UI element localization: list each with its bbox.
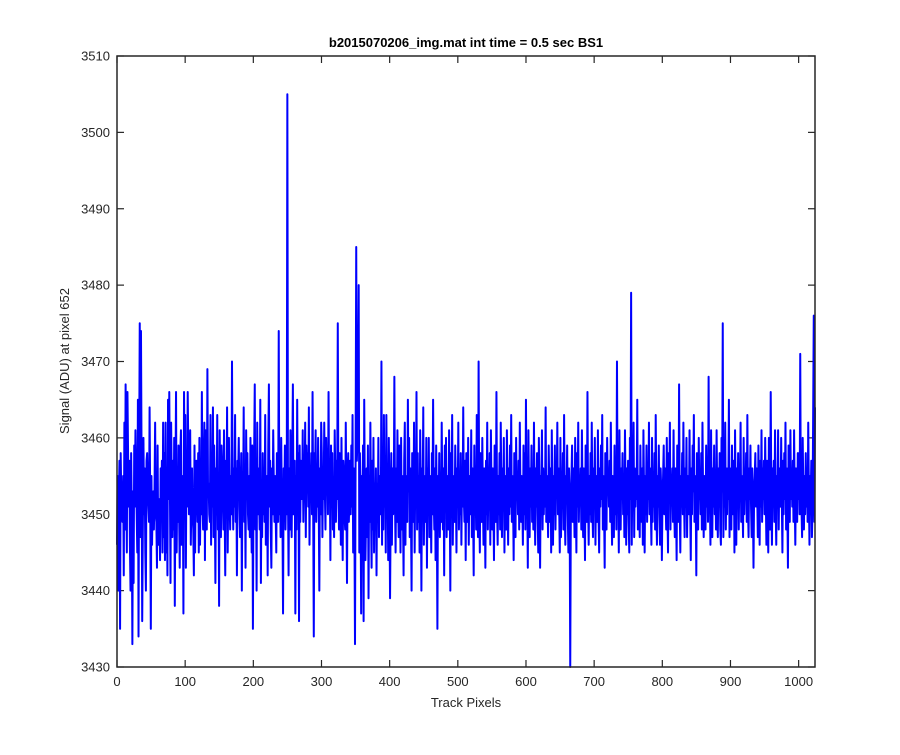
x-tick-label: 300 — [311, 674, 333, 689]
y-tick-labels: 3430 3440 3450 3460 3470 3480 3490 3500 3510 — [81, 49, 110, 675]
y-tick-label: 3500 — [81, 125, 110, 140]
y-axis-label: Signal (ADU) at pixel 652 — [57, 288, 72, 434]
y-tick-label: 3440 — [81, 583, 110, 598]
series-line — [116, 93, 816, 668]
x-tick-label: 1000 — [784, 674, 813, 689]
y-tick-label: 3470 — [81, 354, 110, 369]
x-tick-label: 100 — [174, 674, 196, 689]
x-tick-label: 800 — [651, 674, 673, 689]
y-tick-label: 3460 — [81, 430, 110, 445]
plot-frame — [116, 55, 816, 668]
x-tick-label: 400 — [379, 674, 401, 689]
x-tick-labels: 0 100 200 300 400 500 600 700 800 900 1000 — [113, 674, 813, 689]
y-tick-label: 3450 — [81, 507, 110, 522]
x-tick-label: 500 — [447, 674, 469, 689]
x-tick-label: 200 — [242, 674, 264, 689]
plot-area — [117, 56, 815, 667]
x-axis-label: Track Pixels — [431, 695, 502, 710]
y-tick-label: 3480 — [81, 278, 110, 293]
y-tick-label: 3490 — [81, 201, 110, 216]
y-tick-label: 3510 — [81, 49, 110, 64]
x-tick-label: 700 — [583, 674, 605, 689]
x-tick-label: 0 — [113, 674, 120, 689]
x-tick-label: 900 — [720, 674, 742, 689]
chart-title: b2015070206_img.mat int time = 0.5 sec B… — [329, 35, 603, 50]
y-tick-label: 3430 — [81, 660, 110, 675]
x-tick-label: 600 — [515, 674, 537, 689]
